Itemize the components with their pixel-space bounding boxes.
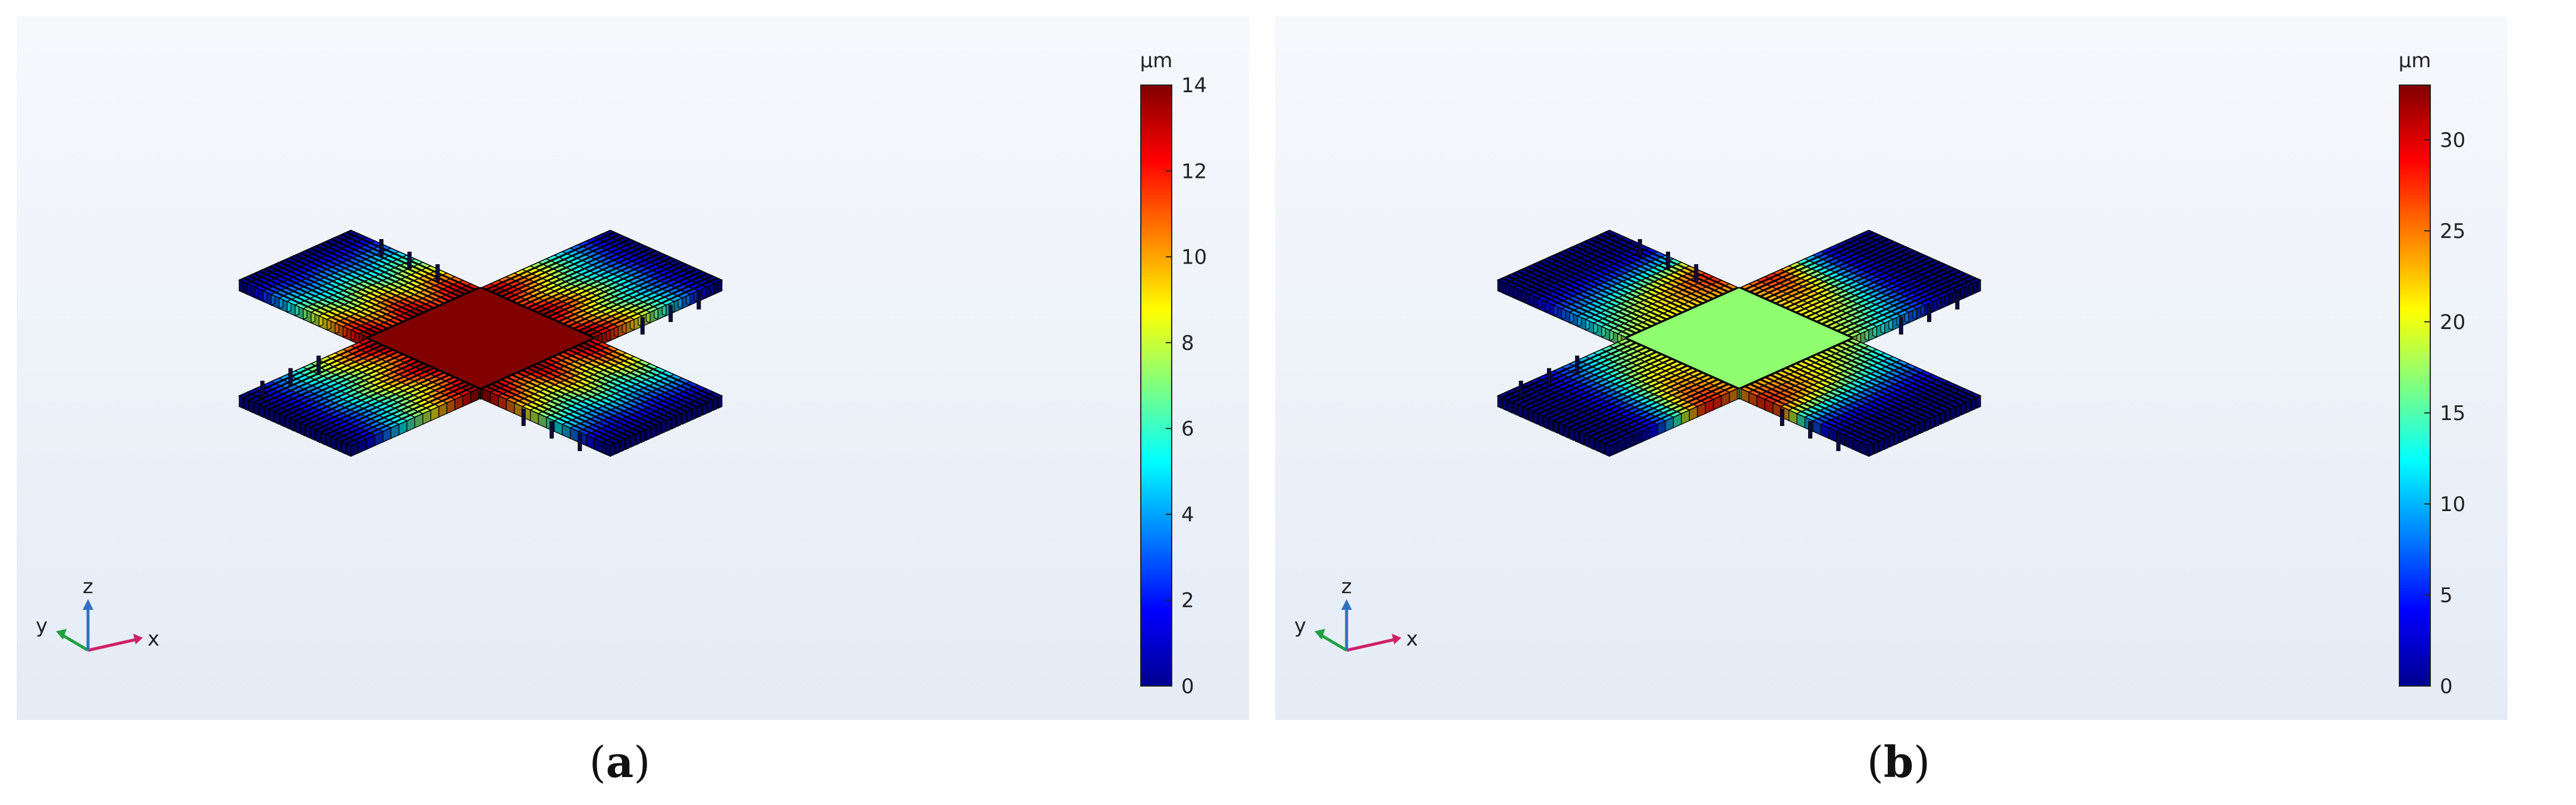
colorbar-tick-label: 20 bbox=[2440, 311, 2465, 334]
colorbar-tick-label: 12 bbox=[1181, 159, 1207, 183]
colorbar-tick-label: 4 bbox=[1181, 503, 1194, 527]
comb-arm-3 bbox=[1740, 230, 1982, 349]
z-axis-label: z bbox=[1341, 575, 1352, 599]
comb-arm-1 bbox=[1496, 230, 1739, 349]
comb-arm-1 bbox=[238, 230, 480, 349]
displacement-plot-a: μm 0 2 4 6 8 10 12 14 x y z bbox=[36, 49, 1207, 698]
structure bbox=[238, 230, 723, 457]
colorbar-unit: μm bbox=[1140, 49, 1173, 73]
x-axis-arrow bbox=[87, 638, 136, 652]
colorbar-unit: μm bbox=[2399, 49, 2431, 73]
colorbar bbox=[2399, 84, 2431, 687]
colorbar bbox=[1140, 84, 1172, 687]
colorbar-tick-label: 14 bbox=[1181, 74, 1207, 98]
center-plate bbox=[366, 287, 595, 389]
structure bbox=[1496, 230, 1982, 457]
displacement-plot-b: μm 0 5 10 15 20 25 30 x y z bbox=[1294, 49, 2465, 698]
center-plate bbox=[1624, 287, 1854, 389]
axis-triad: x y z bbox=[1294, 575, 1418, 652]
z-axis-label: z bbox=[83, 575, 93, 599]
colorbar-tick-label: 25 bbox=[2440, 220, 2465, 243]
colorbar-tick-label: 15 bbox=[2440, 402, 2465, 425]
y-axis-label: y bbox=[36, 614, 48, 638]
caption-a: (a) bbox=[589, 737, 651, 787]
caption-a-letter: a bbox=[605, 737, 634, 787]
axis-triad: x y z bbox=[36, 575, 159, 652]
y-axis-arrow bbox=[1319, 633, 1348, 652]
colorbar-tick-label: 10 bbox=[2440, 493, 2465, 516]
caption-b: (b) bbox=[1866, 737, 1931, 787]
comb-arm-2 bbox=[1496, 338, 1739, 457]
colorbar-tick-label: 2 bbox=[1181, 589, 1194, 613]
y-axis-label: y bbox=[1294, 614, 1306, 638]
colorbar-tick-label: 0 bbox=[1181, 675, 1194, 698]
x-axis-label: x bbox=[148, 627, 159, 651]
colorbar-tick-label: 6 bbox=[1181, 417, 1194, 441]
comb-arm-0 bbox=[1740, 338, 1982, 457]
colorbar-tick-label: 0 bbox=[2440, 675, 2453, 698]
comb-arm-0 bbox=[481, 338, 723, 457]
panel-b: μm 0 5 10 15 20 25 30 x y z bbox=[1275, 17, 2508, 720]
colorbar-tick-label: 30 bbox=[2440, 129, 2465, 152]
caption-b-letter: b bbox=[1883, 737, 1914, 787]
colorbar-tick-label: 5 bbox=[2440, 584, 2453, 607]
x-axis-label: x bbox=[1406, 627, 1418, 651]
x-axis-arrow bbox=[1346, 638, 1395, 652]
panel-a: μm 0 2 4 6 8 10 12 14 x y z bbox=[17, 17, 1249, 720]
colorbar-tick-label: 10 bbox=[1181, 246, 1207, 270]
comb-arm-2 bbox=[238, 338, 480, 457]
y-axis-arrow bbox=[61, 633, 89, 652]
colorbar-tick-label: 8 bbox=[1181, 331, 1194, 355]
